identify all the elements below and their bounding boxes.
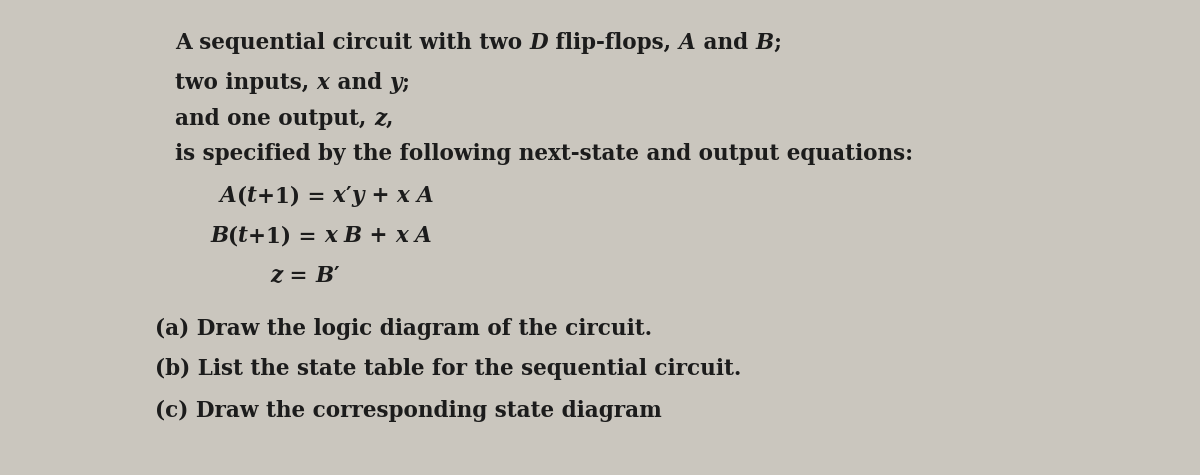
Text: ′: ′ bbox=[334, 265, 340, 287]
Text: =: = bbox=[282, 265, 316, 287]
Text: +: + bbox=[362, 225, 395, 247]
Text: ′: ′ bbox=[346, 185, 352, 207]
Text: ;: ; bbox=[402, 72, 409, 94]
Text: two inputs,: two inputs, bbox=[175, 72, 317, 94]
Text: B: B bbox=[755, 32, 773, 54]
Text: and one output,: and one output, bbox=[175, 108, 374, 130]
Text: A: A bbox=[679, 32, 696, 54]
Text: z: z bbox=[270, 265, 282, 287]
Text: A: A bbox=[415, 225, 431, 247]
Text: B: B bbox=[210, 225, 228, 247]
Text: ,: , bbox=[386, 108, 394, 130]
Text: A: A bbox=[418, 185, 433, 207]
Text: flip-flops,: flip-flops, bbox=[548, 32, 679, 54]
Text: is specified by the following next-state and output equations:: is specified by the following next-state… bbox=[175, 143, 913, 165]
Text: x: x bbox=[397, 185, 409, 207]
Text: x: x bbox=[395, 225, 408, 247]
Text: A: A bbox=[220, 185, 236, 207]
Text: (: ( bbox=[228, 225, 239, 247]
Text: x: x bbox=[324, 225, 337, 247]
Text: (b) List the state table for the sequential circuit.: (b) List the state table for the sequent… bbox=[155, 358, 742, 380]
Text: A sequential circuit with two: A sequential circuit with two bbox=[175, 32, 529, 54]
Text: t: t bbox=[247, 185, 257, 207]
Text: ;: ; bbox=[773, 32, 781, 54]
Text: (a) Draw the logic diagram of the circuit.: (a) Draw the logic diagram of the circui… bbox=[155, 318, 652, 340]
Text: x: x bbox=[317, 72, 330, 94]
Text: +1) =: +1) = bbox=[248, 225, 324, 247]
Text: t: t bbox=[239, 225, 248, 247]
Text: and: and bbox=[696, 32, 755, 54]
Text: z: z bbox=[374, 108, 386, 130]
Text: and: and bbox=[330, 72, 389, 94]
Text: B: B bbox=[344, 225, 362, 247]
Text: y: y bbox=[352, 185, 364, 207]
Text: D: D bbox=[529, 32, 548, 54]
Text: (c) Draw the corresponding state diagram: (c) Draw the corresponding state diagram bbox=[155, 400, 661, 422]
Text: x: x bbox=[332, 185, 346, 207]
Text: +: + bbox=[364, 185, 397, 207]
Text: +1) =: +1) = bbox=[257, 185, 332, 207]
Text: (: ( bbox=[236, 185, 247, 207]
Text: y: y bbox=[389, 72, 402, 94]
Text: B: B bbox=[316, 265, 334, 287]
